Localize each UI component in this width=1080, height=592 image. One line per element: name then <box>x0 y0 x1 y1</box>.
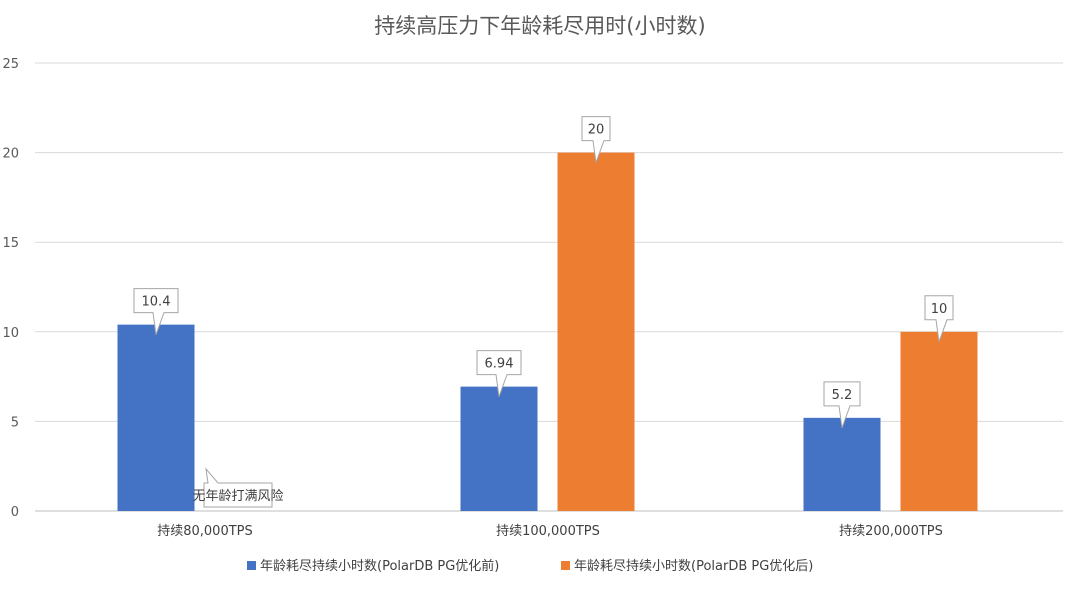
x-tick-label: 持续100,000TPS <box>496 524 600 539</box>
annotation-callout: 无年龄打满风险 <box>192 467 284 508</box>
data-label-text: 10 <box>931 302 948 317</box>
y-tick-label: 25 <box>2 57 19 72</box>
bar-series1-1 <box>117 324 195 511</box>
bar-series1-3 <box>803 417 881 511</box>
bars <box>117 152 978 511</box>
y-tick-label: 10 <box>2 326 19 341</box>
y-tick-label: 20 <box>2 147 19 162</box>
data-label: 10.4 <box>133 288 179 335</box>
x-tick-label: 持续200,000TPS <box>839 524 943 539</box>
legend-label: 年龄耗尽持续小时数(PolarDB PG优化后) <box>574 559 813 574</box>
legend-swatch <box>561 561 570 570</box>
y-tick-label: 15 <box>2 236 19 251</box>
data-label-bubble <box>133 288 179 335</box>
data-label-text: 无年龄打满风险 <box>192 489 283 504</box>
chart-title: 持续高压力下年龄耗尽用时(小时数) <box>374 14 705 38</box>
data-label: 10 <box>924 295 954 342</box>
data-label-bubble <box>581 116 611 163</box>
data-label-bubble <box>203 467 273 508</box>
data-label-bubble <box>823 381 861 428</box>
legend-item: 年龄耗尽持续小时数(PolarDB PG优化前) <box>247 558 499 574</box>
data-label-bubble <box>476 350 522 397</box>
data-labels: 10.4 6.94 5.2 20 10 无年龄打满风险 <box>133 116 954 508</box>
data-label: 5.2 <box>823 381 861 428</box>
data-label-text: 10.4 <box>142 295 171 310</box>
bar-series2-3 <box>900 331 978 511</box>
legend-swatch <box>247 561 256 570</box>
data-label-bubble <box>924 295 954 342</box>
y-axis: 0 5 10 15 20 25 <box>2 57 19 520</box>
data-label: 20 <box>581 116 611 163</box>
data-label-text: 5.2 <box>832 388 853 403</box>
bar-series1-2 <box>460 386 538 511</box>
x-tick-label: 持续80,000TPS <box>157 524 253 539</box>
y-tick-label: 5 <box>11 415 19 430</box>
legend: 年龄耗尽持续小时数(PolarDB PG优化前) 年龄耗尽持续小时数(PolarD… <box>247 558 813 574</box>
bar-series2-2 <box>557 152 635 511</box>
legend-item: 年龄耗尽持续小时数(PolarDB PG优化后) <box>561 559 813 574</box>
gridlines <box>35 62 1063 512</box>
legend-label: 年龄耗尽持续小时数(PolarDB PG优化前) <box>260 558 499 574</box>
data-label: 6.94 <box>476 350 522 397</box>
y-tick-label: 0 <box>11 505 19 520</box>
data-label-text: 6.94 <box>485 357 514 372</box>
x-axis: 持续80,000TPS 持续100,000TPS 持续200,000TPS <box>157 524 943 539</box>
data-label-text: 20 <box>588 123 605 138</box>
